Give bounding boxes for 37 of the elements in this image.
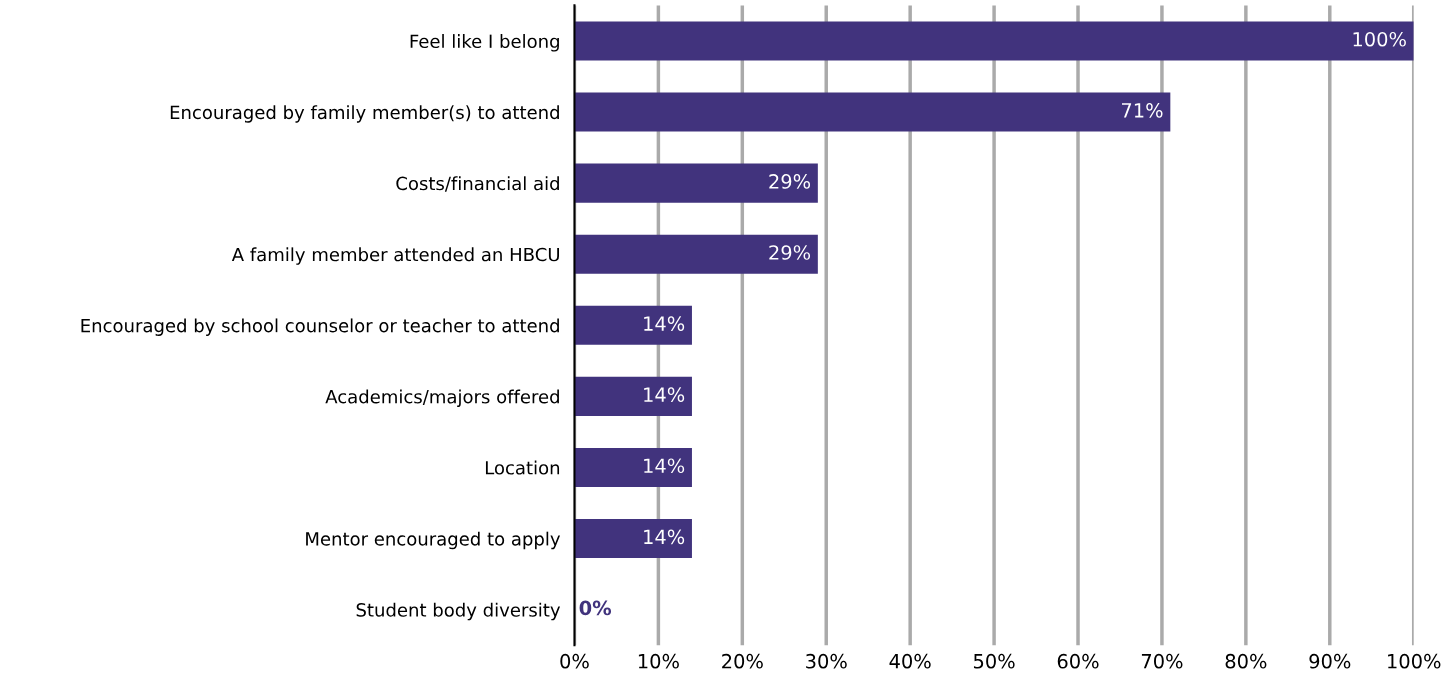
data-label: 14%: [644, 387, 685, 403]
x-tick-label: 40%: [889, 653, 931, 669]
bar: [574, 163, 818, 203]
x-tick-label: 30%: [806, 653, 847, 669]
bar: [574, 376, 692, 416]
data-label: 29%: [769, 245, 811, 260]
data-label: 71%: [1122, 102, 1163, 118]
y-tick-label: Mentor encouraged to apply: [306, 531, 561, 550]
data-label: 14%: [644, 529, 685, 545]
y-tick-label: Student body diversity: [356, 602, 561, 621]
y-tick-label: Costs/financial aid: [396, 176, 559, 192]
x-tick-label: 20%: [722, 653, 763, 669]
y-tick-label: Location: [485, 460, 560, 475]
x-tick-label: 60%: [1057, 653, 1099, 669]
x-tick-label: 80%: [1225, 653, 1267, 669]
data-label: 0%: [579, 600, 612, 616]
bar: [574, 21, 1414, 61]
x-tick-label: 100%: [1388, 653, 1441, 669]
y-tick-label: Academics/majors offered: [325, 389, 559, 407]
data-label: 14%: [644, 316, 685, 331]
data-label: 14%: [644, 458, 685, 474]
x-tick-label: 0%: [560, 653, 589, 669]
y-tick-label: A family member attended an HBCU: [231, 247, 559, 265]
x-tick-label: 10%: [638, 653, 679, 669]
bar: [574, 92, 1171, 132]
y-tick-label: Encouraged by school counselor or teacher to attend: [81, 318, 559, 336]
bar: [574, 305, 692, 345]
bar: [574, 447, 692, 488]
y-tick-label: Encouraged by family member(s) to attend: [170, 105, 559, 123]
data-label: 100%: [1353, 31, 1406, 47]
x-tick-label: 50%: [973, 653, 1015, 669]
bar: [574, 234, 818, 274]
data-label: 29%: [769, 174, 811, 189]
x-tick-label: 90%: [1309, 653, 1351, 669]
bar: [574, 519, 692, 559]
y-tick-label: Feel like I belong: [410, 34, 559, 52]
x-tick-label: 70%: [1141, 653, 1183, 669]
